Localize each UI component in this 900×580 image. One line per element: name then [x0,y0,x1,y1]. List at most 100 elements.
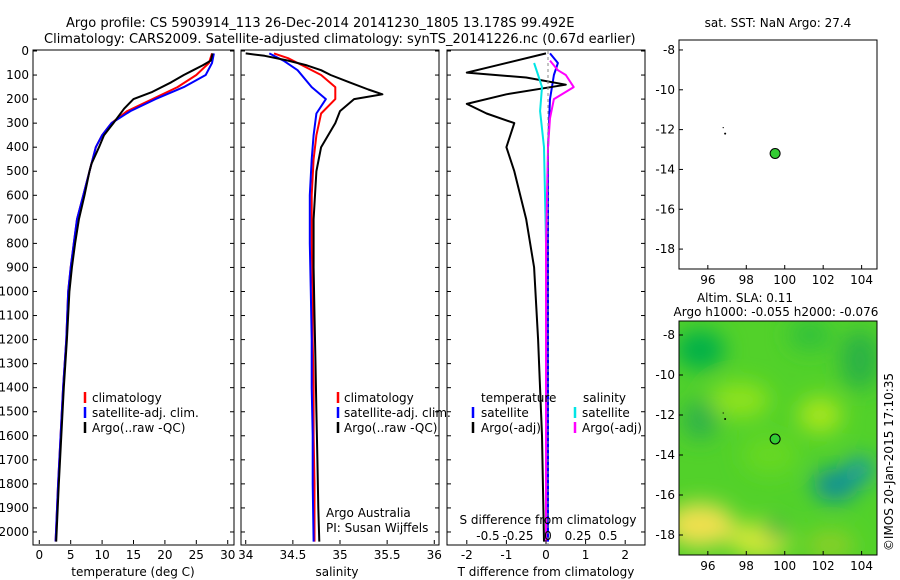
depth-tick-label: 100 [6,68,29,82]
legend-s-satellite-label: satellite [582,406,630,420]
map-y-tick-label: -18 [655,528,675,542]
depth-tick-label: 1400 [0,381,29,395]
depth-tick-label: 1500 [0,405,29,419]
temperature-panel [32,49,235,546]
sst-map-ticks: 96 98 100 102 104 -8 -10 -12 -14 -16 -18 [655,43,873,287]
map-y-tick-label: -10 [655,368,675,382]
top-tick-label: 0.5 [598,529,617,543]
argo-position-marker [769,148,781,160]
x-tick-label: 34 [238,548,253,562]
map-x-tick-label: 100 [773,273,796,287]
map-y-tick-label: -14 [655,162,675,176]
map-y-tick-label: -16 [655,202,675,216]
x-tick-label: 0 [542,548,550,562]
depth-tick-label: 1900 [0,501,29,515]
map-x-tick-label: 102 [812,273,835,287]
series-line [465,52,567,542]
temperature-xlabel: temperature (deg C) [71,565,194,579]
depth-tick-label: 1700 [0,453,29,467]
salinity-legend: climatology satellite-adj. clim. Argo(..… [326,391,451,535]
legend-argo-label: Argo(..raw -QC) [344,421,437,435]
depth-tick-label: 300 [6,116,29,130]
map-y-tick-label: -8 [663,43,675,57]
depth-tick-label: 1800 [0,477,29,491]
salinity-panel [240,49,440,546]
x-tick-label: 25 [189,548,204,562]
salinity-x-ticks: 34 34.5 35 35.5 36 [238,540,442,562]
legend-s-argo-label: Argo(-adj) [582,421,642,435]
legend-climatology-label: climatology [344,391,414,405]
map-y-tick-label: -10 [655,83,675,97]
depth-tick-label: 1000 [0,284,29,298]
depth-tick-label: 0 [21,44,29,58]
sla-map-ticks: 96 98 100 102 104 -8 -10 -12 -14 -16 -18 [655,328,873,573]
series-line [545,59,575,542]
x-tick-label: 10 [94,548,109,562]
pi-note: PI: Susan Wijffels [326,521,428,535]
legend-climatology-label: climatology [92,391,162,405]
x-tick-label: 2 [621,548,629,562]
temperature-x-ticks: 0 5 10 15 20 25 30 [35,540,235,562]
difference-curves [465,51,575,544]
map-y-tick-label: -12 [655,408,675,422]
legend-t-satellite-label: satellite [481,406,529,420]
series-line [273,52,337,542]
series-line [245,52,384,542]
map-x-tick-label: 96 [700,559,715,573]
track-dot [722,127,724,129]
x-tick-label: -2 [461,548,473,562]
map-x-tick-label: 100 [773,559,796,573]
x-tick-label: 20 [157,548,172,562]
depth-tick-label: 400 [6,140,29,154]
x-tick-label: 30 [220,548,235,562]
legend-t-argo-label: Argo(-adj) [481,421,541,435]
map-y-tick-label: -16 [655,488,675,502]
map-y-tick-label: -18 [655,242,675,256]
legend-satellite-label: satellite-adj. clim. [344,406,451,420]
map-x-tick-label: 98 [739,559,754,573]
map-y-tick-label: -12 [655,123,675,137]
legend-temperature-heading: temperature [481,391,556,405]
sst-map-title: sat. SST: NaN Argo: 27.4 [705,16,852,30]
x-tick-label: 34.5 [279,548,306,562]
map-x-tick-label: 104 [850,273,873,287]
depth-tick-label: 1300 [0,357,29,371]
salinity-xlabel: salinity [315,565,358,579]
depth-tick-label: 600 [6,188,29,202]
depth-tick-label: 800 [6,236,29,250]
depth-tick-label: 1200 [0,333,29,347]
x-tick-label: 35 [332,548,347,562]
depth-tick-label: 1600 [0,429,29,443]
imos-credit: ©IMOS 20-Jan-2015 17:10:35 [882,373,896,551]
sla-map-title-1: Altim. SLA: 0.11 [697,291,793,305]
track-dot [724,132,727,135]
legend-salinity-heading: salinity [583,391,626,405]
map-y-tick-label: -14 [655,448,675,462]
legend-argo-label: Argo(..raw -QC) [92,421,185,435]
depth-tick-label: 900 [6,260,29,274]
series-line [55,53,214,542]
salinity-curves [245,52,384,542]
x-tick-label: 15 [126,548,141,562]
x-tick-label: 36 [427,548,442,562]
difference-legend: temperature salinity satellite Argo(-adj… [471,391,642,435]
depth-axis: 0 100 200 300 400 500 600 700 800 900 1000 1100 1200… [0,44,645,539]
depth-tick-label: 200 [6,92,29,106]
sst-map-marks [722,127,781,160]
x-tick-label: 35.5 [374,548,401,562]
argo-australia-note: Argo Australia [326,506,411,520]
sla-map-marks [722,412,781,445]
top-tick-label: -0.5 [476,529,499,543]
x-tick-label: 0 [35,548,43,562]
depth-tick-label: 1100 [0,309,29,323]
difference-top-label: S difference from climatology [460,513,637,527]
difference-x-ticks: -2 -1 0 1 2 [461,540,629,562]
map-x-tick-label: 104 [850,559,873,573]
x-tick-label: 1 [582,548,590,562]
depth-tick-label: 500 [6,164,29,178]
sla-map-panel [678,320,878,556]
difference-top-ticks: -0.5 -0.25 0 0.25 0.5 [476,529,617,543]
series-line [268,52,327,542]
x-tick-label: -1 [500,548,512,562]
